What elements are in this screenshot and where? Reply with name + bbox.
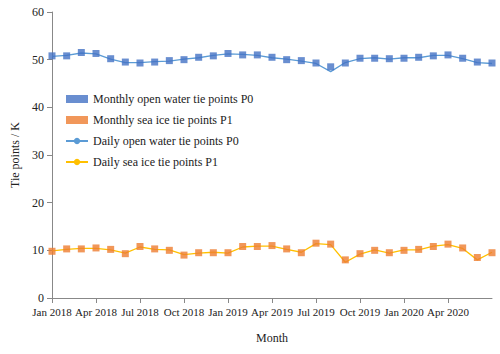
svg-text:Jan 2018: Jan 2018 <box>32 306 72 318</box>
svg-text:Monthly open water tie points: Monthly open water tie points P0 <box>93 92 253 106</box>
svg-text:50: 50 <box>32 53 44 67</box>
svg-text:Apr 2020: Apr 2020 <box>427 306 469 318</box>
svg-text:Apr 2019: Apr 2019 <box>251 306 293 318</box>
svg-text:Jan 2019: Jan 2019 <box>208 306 248 318</box>
svg-text:Daily sea ice tie points P1: Daily sea ice tie points P1 <box>93 155 218 169</box>
svg-text:Monthly sea ice tie points P1: Monthly sea ice tie points P1 <box>93 113 233 127</box>
svg-text:Month: Month <box>256 331 288 345</box>
svg-text:Oct 2018: Oct 2018 <box>164 306 205 318</box>
svg-text:Daily open water tie points P0: Daily open water tie points P0 <box>93 134 239 148</box>
svg-text:Jul 2019: Jul 2019 <box>297 306 335 318</box>
svg-text:Jul 2018: Jul 2018 <box>121 306 159 318</box>
svg-text:Oct 2019: Oct 2019 <box>340 306 381 318</box>
svg-text:Apr 2018: Apr 2018 <box>75 306 117 318</box>
svg-text:40: 40 <box>32 100 44 114</box>
svg-text:20: 20 <box>32 196 44 210</box>
svg-text:0: 0 <box>38 291 44 305</box>
svg-text:10: 10 <box>32 243 44 257</box>
svg-text:Tie points / K: Tie points / K <box>8 122 22 188</box>
svg-text:60: 60 <box>32 5 44 19</box>
svg-text:30: 30 <box>32 148 44 162</box>
svg-text:Jan 2020: Jan 2020 <box>384 306 424 318</box>
